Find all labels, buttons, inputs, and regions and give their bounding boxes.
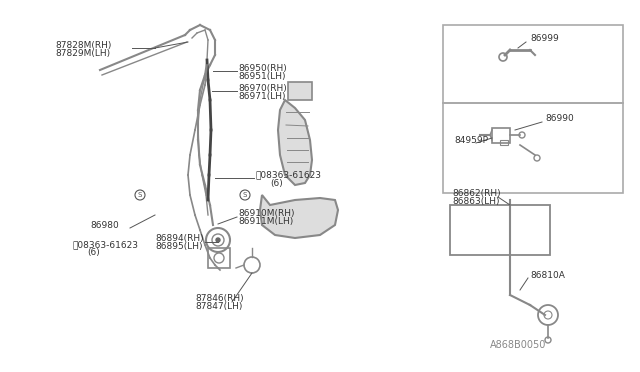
Text: 86862(RH): 86862(RH) <box>452 189 500 198</box>
Bar <box>492 128 510 143</box>
Text: 87847(LH): 87847(LH) <box>195 301 243 311</box>
Text: 86951(LH): 86951(LH) <box>238 71 285 80</box>
Text: A868B0050: A868B0050 <box>490 340 547 350</box>
Bar <box>208 248 230 268</box>
Text: 86895(LH): 86895(LH) <box>155 241 202 250</box>
Text: 87828M(RH): 87828M(RH) <box>55 41 111 49</box>
Text: 86910M(RH): 86910M(RH) <box>238 208 294 218</box>
Text: 86990: 86990 <box>545 113 573 122</box>
Text: Ⓜ08363-61623: Ⓜ08363-61623 <box>72 241 138 250</box>
Polygon shape <box>278 100 312 185</box>
Text: S: S <box>243 192 247 198</box>
Bar <box>288 82 312 100</box>
Bar <box>443 103 623 193</box>
Text: S: S <box>138 192 142 198</box>
Text: 86970(RH): 86970(RH) <box>238 83 287 93</box>
Text: 86863(LH): 86863(LH) <box>452 196 499 205</box>
Text: 86810A: 86810A <box>530 270 565 279</box>
Text: 84959P: 84959P <box>454 135 488 144</box>
Bar <box>450 205 550 255</box>
Text: 86971(LH): 86971(LH) <box>238 92 285 100</box>
Text: 86894(RH): 86894(RH) <box>155 234 204 243</box>
Text: 86950(RH): 86950(RH) <box>238 64 287 73</box>
Bar <box>443 25 623 103</box>
Text: 86911M(LH): 86911M(LH) <box>238 217 293 225</box>
Text: 86999: 86999 <box>530 33 559 42</box>
Text: 87829M(LH): 87829M(LH) <box>55 48 110 58</box>
Text: (6): (6) <box>87 248 100 257</box>
Text: 86980: 86980 <box>90 221 119 230</box>
Circle shape <box>216 238 220 242</box>
Text: (6): (6) <box>270 179 283 187</box>
Text: 87846(RH): 87846(RH) <box>195 294 244 302</box>
Polygon shape <box>260 195 338 238</box>
Bar <box>500 140 508 145</box>
Text: Ⓜ08363-61623: Ⓜ08363-61623 <box>255 170 321 180</box>
